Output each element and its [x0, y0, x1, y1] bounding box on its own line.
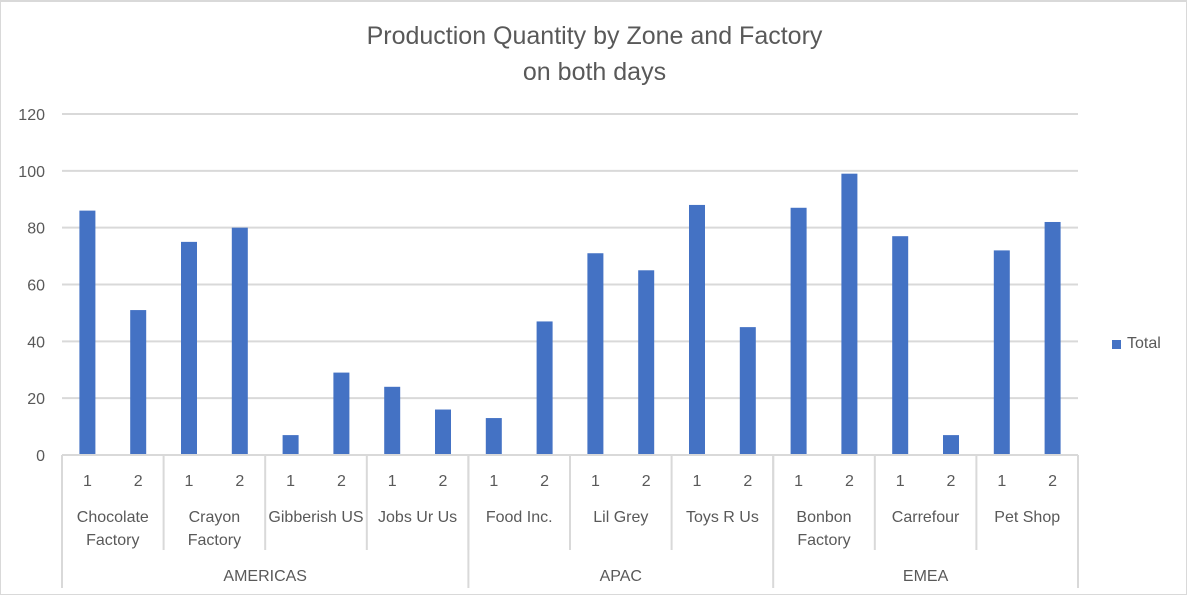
day-label: 1	[997, 473, 1006, 490]
bar	[790, 207, 807, 455]
factory-label: Toys R Us	[686, 509, 759, 526]
day-label: 1	[489, 473, 498, 490]
factory-label: Lil Grey	[593, 509, 648, 526]
y-tick-label: 40	[27, 334, 45, 351]
day-label: 2	[337, 473, 346, 490]
bar	[638, 270, 655, 455]
day-label: 1	[286, 473, 295, 490]
legend-label: Total	[1127, 335, 1161, 352]
bar	[1044, 221, 1061, 455]
factory-label: Bonbon	[796, 509, 851, 526]
chart-subtitle: on both days	[522, 58, 667, 86]
bar	[536, 321, 553, 455]
bar	[384, 386, 401, 455]
bar	[841, 173, 858, 456]
factory-label: Factory	[86, 532, 139, 549]
chart-title: Production Quantity by Zone and Factory	[366, 22, 823, 50]
day-label: 2	[134, 473, 143, 490]
zone-label: APAC	[600, 568, 642, 585]
day-label: 2	[439, 473, 448, 490]
zone-label: AMERICAS	[223, 568, 307, 585]
zone-label: EMEA	[903, 568, 949, 585]
day-label: 1	[794, 473, 803, 490]
day-label: 2	[845, 473, 854, 490]
y-tick-label: 100	[18, 164, 45, 181]
factory-label: Chocolate	[77, 509, 149, 526]
day-label: 1	[896, 473, 905, 490]
day-label: 2	[235, 473, 244, 490]
day-label: 2	[1048, 473, 1057, 490]
factory-label: Jobs Ur Us	[378, 509, 457, 526]
bar	[231, 227, 248, 455]
bar	[130, 310, 147, 455]
bar	[993, 250, 1010, 455]
bar	[333, 372, 350, 455]
bar	[181, 241, 197, 455]
day-label: 1	[185, 473, 194, 490]
legend: Total	[1112, 335, 1161, 353]
factory-label: Gibberish US	[268, 509, 363, 526]
day-label: 1	[693, 473, 702, 490]
y-tick-label: 20	[27, 391, 45, 408]
day-label: 2	[743, 473, 752, 490]
factory-label: Factory	[188, 532, 241, 549]
factory-label: Pet Shop	[994, 509, 1060, 526]
legend-swatch	[1112, 339, 1121, 349]
day-label: 2	[947, 473, 956, 490]
bar	[943, 435, 959, 455]
bar	[79, 210, 96, 455]
bar	[587, 253, 604, 455]
bar	[689, 204, 705, 455]
y-tick-label: 0	[36, 448, 45, 465]
factory-label: Food Inc.	[486, 509, 553, 526]
factory-label: Factory	[797, 532, 850, 549]
bar	[892, 236, 909, 455]
day-label: 1	[83, 473, 92, 490]
day-label: 2	[540, 473, 549, 490]
factory-label: Crayon	[189, 509, 241, 526]
bar	[282, 435, 299, 455]
factory-label: Carrefour	[892, 509, 960, 526]
day-label: 1	[591, 473, 600, 490]
y-tick-label: 120	[18, 107, 45, 124]
bar	[435, 409, 451, 455]
day-label: 1	[388, 473, 397, 490]
y-tick-label: 60	[27, 278, 45, 295]
y-tick-label: 80	[27, 221, 45, 238]
day-label: 2	[642, 473, 651, 490]
bar	[485, 418, 502, 455]
bar	[739, 327, 756, 455]
